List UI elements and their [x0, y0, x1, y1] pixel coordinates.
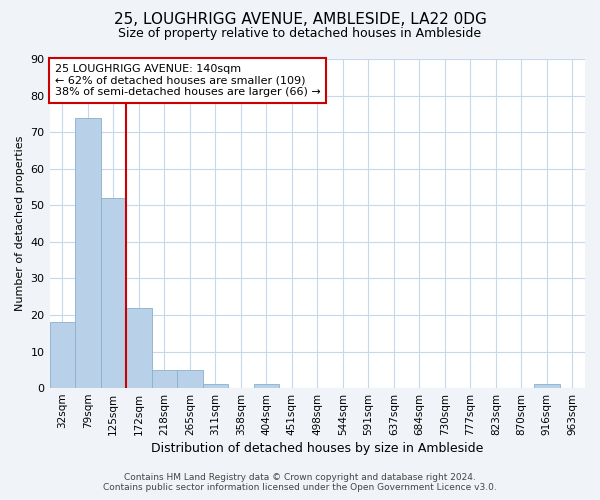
Bar — [254, 384, 279, 388]
Bar — [101, 198, 126, 388]
Text: Size of property relative to detached houses in Ambleside: Size of property relative to detached ho… — [118, 28, 482, 40]
Text: 25 LOUGHRIGG AVENUE: 140sqm
← 62% of detached houses are smaller (109)
38% of se: 25 LOUGHRIGG AVENUE: 140sqm ← 62% of det… — [55, 64, 320, 97]
Bar — [177, 370, 203, 388]
Bar — [50, 322, 75, 388]
Bar — [126, 308, 152, 388]
Y-axis label: Number of detached properties: Number of detached properties — [15, 136, 25, 311]
Text: 25, LOUGHRIGG AVENUE, AMBLESIDE, LA22 0DG: 25, LOUGHRIGG AVENUE, AMBLESIDE, LA22 0D… — [113, 12, 487, 28]
Bar — [152, 370, 177, 388]
Bar — [534, 384, 560, 388]
X-axis label: Distribution of detached houses by size in Ambleside: Distribution of detached houses by size … — [151, 442, 484, 455]
Text: Contains HM Land Registry data © Crown copyright and database right 2024.
Contai: Contains HM Land Registry data © Crown c… — [103, 473, 497, 492]
Bar — [203, 384, 228, 388]
Bar — [75, 118, 101, 388]
